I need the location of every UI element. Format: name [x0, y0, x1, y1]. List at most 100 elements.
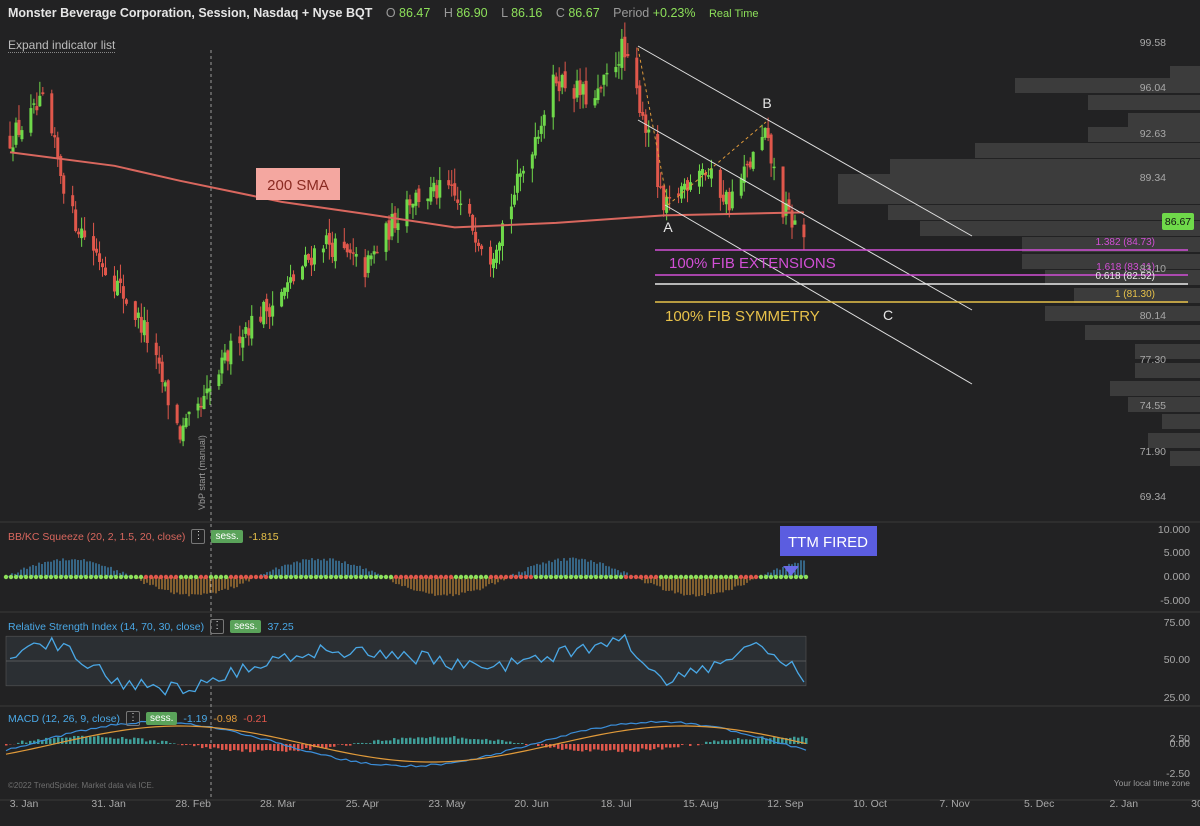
macd-histogram-bar	[441, 738, 444, 744]
candle-body	[376, 252, 379, 254]
candle-body	[167, 380, 170, 405]
squeeze-dot	[144, 575, 148, 579]
macd-histogram-bar	[193, 744, 196, 746]
candle-body	[746, 164, 749, 166]
macd-histogram-bar	[537, 744, 540, 746]
squeeze-dot	[354, 575, 358, 579]
expand-indicator-list-link[interactable]: Expand indicator list	[8, 38, 115, 53]
candle-body	[510, 207, 513, 220]
candle-body	[238, 336, 241, 343]
candle-body	[582, 84, 585, 94]
candle-body	[540, 126, 543, 134]
squeeze-dot	[444, 575, 448, 579]
price-axis-label: 71.90	[1140, 446, 1166, 458]
squeeze-dot	[204, 575, 208, 579]
candle-body	[626, 54, 629, 56]
candle-body	[429, 187, 432, 201]
squeeze-dot	[154, 575, 158, 579]
rsi-menu-icon[interactable]: ⋮	[210, 619, 224, 634]
candle-body	[146, 322, 149, 343]
macd-title[interactable]: MACD (12, 26, 9, close)	[8, 713, 120, 725]
macd-histogram-bar	[361, 743, 364, 744]
candle-body	[802, 225, 805, 238]
squeeze-dot	[639, 575, 643, 579]
candle-body	[62, 175, 65, 193]
squeeze-dot	[59, 575, 63, 579]
macd-histogram-bar	[717, 741, 720, 744]
squeeze-dot	[234, 575, 238, 579]
squeeze-dot	[799, 575, 803, 579]
squeeze-dot	[239, 575, 243, 579]
candle-body	[241, 337, 244, 348]
candle-body	[104, 268, 107, 276]
candle-body	[668, 197, 671, 199]
candle-body	[203, 396, 206, 409]
rsi-title[interactable]: Relative Strength Index (14, 70, 30, clo…	[8, 621, 204, 633]
candle-body	[492, 259, 495, 268]
candle-body	[725, 192, 728, 204]
squeeze-dot	[499, 575, 503, 579]
candle-body	[364, 257, 367, 277]
squeeze-dot	[44, 575, 48, 579]
squeeze-dot	[599, 575, 603, 579]
squeeze-dot	[569, 575, 573, 579]
macd-histogram-bar	[197, 744, 200, 745]
macd-histogram-bar	[733, 740, 736, 744]
macd-histogram-bar	[153, 740, 156, 744]
ttm-fired-arrow	[783, 566, 799, 576]
macd-histogram-bar	[141, 738, 144, 744]
squeeze-axis-label: -5.000	[1160, 595, 1190, 607]
candle-body	[394, 213, 397, 228]
candle-body	[262, 302, 265, 324]
squeeze-sess-badge[interactable]: sess.	[211, 530, 242, 543]
squeeze-dot	[519, 575, 523, 579]
candle-body	[620, 39, 623, 68]
macd-menu-icon[interactable]: ⋮	[126, 711, 140, 726]
volume-profile-bar	[920, 221, 1200, 236]
squeeze-dot	[399, 575, 403, 579]
squeeze-dot	[89, 575, 93, 579]
candle-body	[537, 137, 540, 139]
candle-body	[614, 67, 617, 72]
squeeze-dot	[579, 575, 583, 579]
candle-body	[325, 235, 328, 244]
x-axis-label: 15. Aug	[683, 798, 719, 810]
squeeze-dot	[384, 575, 388, 579]
squeeze-dot	[629, 575, 633, 579]
macd-histogram-bar	[377, 740, 380, 744]
macd-histogram-bar	[117, 739, 120, 744]
squeeze-dot	[114, 575, 118, 579]
squeeze-menu-icon[interactable]: ⋮	[191, 529, 205, 544]
macd-histogram-bar	[709, 742, 712, 744]
candle-body	[471, 215, 474, 231]
macd-value-1: -1.19	[183, 713, 207, 725]
x-axis-label: 28. Mar	[260, 798, 296, 810]
macd-histogram-bar	[725, 740, 728, 744]
squeeze-dot	[679, 575, 683, 579]
squeeze-title[interactable]: BB/KC Squeeze (20, 2, 1.5, 20, close)	[8, 531, 185, 543]
candle-body	[95, 249, 98, 253]
macd-histogram-bar	[129, 739, 132, 744]
squeeze-dot	[149, 575, 153, 579]
squeeze-dot	[709, 575, 713, 579]
rsi-sess-badge[interactable]: sess.	[230, 620, 261, 633]
squeeze-dot	[24, 575, 28, 579]
macd-value-2: -0.98	[213, 713, 237, 725]
candle-body	[343, 242, 346, 248]
candle-body	[113, 276, 116, 292]
candle-body	[585, 81, 588, 105]
macd-histogram-bar	[645, 744, 648, 749]
squeeze-dot	[714, 575, 718, 579]
macd-sess-badge[interactable]: sess.	[146, 712, 177, 725]
macd-histogram-bar	[505, 742, 508, 744]
squeeze-dot	[289, 575, 293, 579]
candle-body	[92, 236, 95, 251]
squeeze-dot	[54, 575, 58, 579]
candle-body	[158, 358, 161, 364]
candle-body	[468, 204, 471, 214]
squeeze-dot	[604, 575, 608, 579]
candle-body	[388, 220, 391, 239]
candle-body	[701, 169, 704, 175]
